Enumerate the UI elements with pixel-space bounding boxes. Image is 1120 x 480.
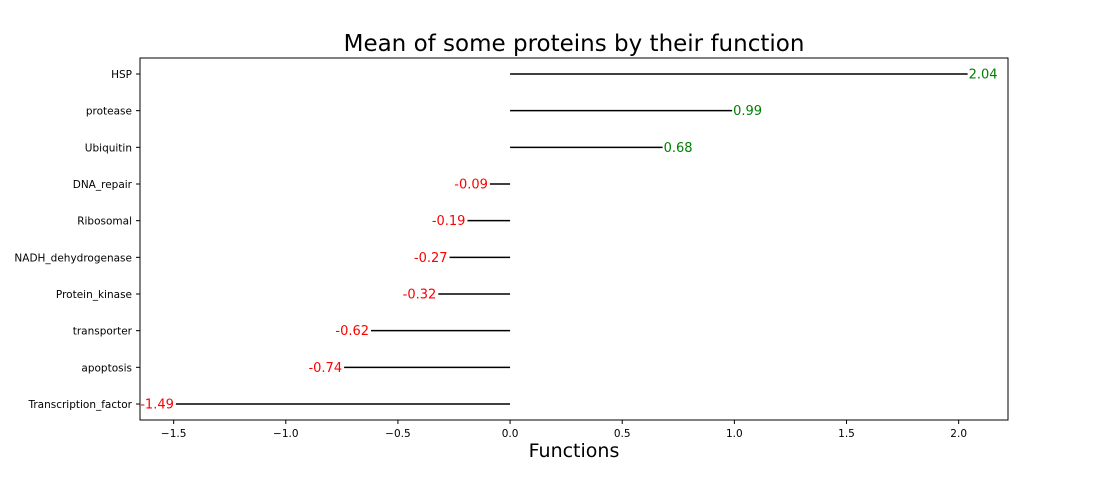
x-tick-label: 0.0 <box>502 428 519 440</box>
y-tick-label: apoptosis <box>81 362 132 374</box>
y-tick-label: protease <box>86 106 132 118</box>
data-label-DNA_repair: -0.09 <box>454 178 488 193</box>
x-tick-label: −1.0 <box>273 428 299 440</box>
data-label-transporter: -0.62 <box>335 324 369 339</box>
data-label-Ubiquitin: 0.68 <box>664 141 693 156</box>
x-tick-label: 2.0 <box>950 428 967 440</box>
y-tick-label: transporter <box>73 326 133 338</box>
y-tick-label: Ubiquitin <box>85 142 132 154</box>
data-label-Ribosomal: -0.19 <box>432 214 466 229</box>
chart-title: Mean of some proteins by their function <box>344 31 805 57</box>
x-tick-label: 1.5 <box>838 428 855 440</box>
y-tick-label: Ribosomal <box>77 216 132 228</box>
plot-frame <box>139 57 1009 421</box>
data-label-NADH_dehydrogenase: -0.27 <box>414 251 448 266</box>
x-tick-label: 1.0 <box>726 428 743 440</box>
x-tick-label: −0.5 <box>385 428 411 440</box>
y-tick-label: Transcription_factor <box>27 399 132 411</box>
x-axis-label: Functions <box>529 440 620 462</box>
x-tick-label: −1.5 <box>161 428 187 440</box>
y-tick-label: NADH_dehydrogenase <box>14 252 132 264</box>
y-tick-label: HSP <box>111 69 132 81</box>
data-label-apoptosis: -0.74 <box>308 361 342 376</box>
plot-area: −1.5 −1.0 −0.5 0.0 0.5 1.0 1.5 2.0 HSP 2.04 protea… <box>14 57 1009 440</box>
data-label-Transcription_factor: -1.49 <box>140 398 174 413</box>
y-tick-label: DNA_repair <box>73 179 133 191</box>
data-label-HSP: 2.04 <box>969 68 998 83</box>
data-label-Protein_kinase: -0.32 <box>403 288 437 303</box>
x-tick-label: 0.5 <box>614 428 631 440</box>
y-tick-label: Protein_kinase <box>56 289 132 301</box>
data-label-protease: 0.99 <box>733 104 762 119</box>
